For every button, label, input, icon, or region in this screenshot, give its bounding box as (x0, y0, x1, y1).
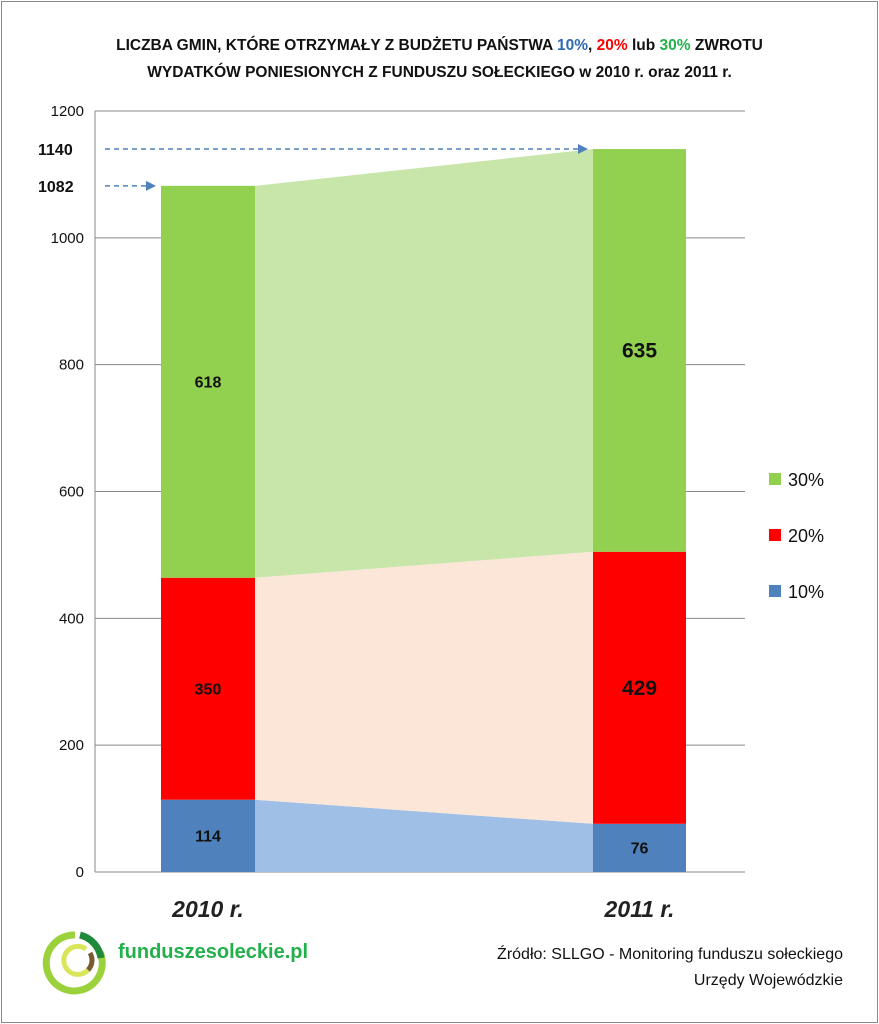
title-part: LICZBA GMIN, KTÓRE OTRZYMAŁY Z BUDŻETU P… (116, 37, 557, 54)
total-label: 1082 (38, 179, 74, 196)
band-10% (255, 799, 593, 872)
bar-2011 r.-20% (593, 551, 686, 824)
bar-2010 r.-20% (161, 577, 255, 800)
legend-swatch (769, 473, 781, 485)
data-label: 114 (195, 828, 221, 845)
bar-2011 r.-30% (593, 149, 686, 552)
title-part: 30% (659, 37, 691, 54)
legend-label: 10% (788, 582, 824, 602)
legend-label: 20% (788, 526, 824, 546)
arrowhead-icon (578, 144, 588, 155)
y-tick-label: 200 (59, 737, 84, 754)
data-label: 635 (622, 340, 657, 363)
bar-2010 r.-10% (161, 799, 255, 872)
bar-2010 r.-30% (161, 185, 255, 578)
legend-swatch (769, 529, 781, 541)
y-tick-label: 1000 (51, 230, 84, 247)
source-line1: Źródło: SLLGO - Monitoring funduszu sołe… (497, 946, 843, 963)
data-label: 76 (631, 841, 649, 858)
total-label: 1140 (38, 142, 73, 159)
legend-label: 30% (788, 470, 824, 490)
data-label: 618 (195, 374, 222, 391)
bar-2011 r.-10% (593, 823, 686, 872)
title-part: lub (627, 37, 660, 54)
y-tick-label: 600 (59, 484, 84, 501)
title-part: 20% (596, 37, 628, 54)
chart-title-line1: LICZBA GMIN, KTÓRE OTRZYMAŁY Z BUDŻETU P… (0, 37, 879, 55)
source-line2: Urzędy Wojewódzkie (693, 972, 843, 989)
data-label: 350 (195, 681, 222, 698)
legend-swatch (769, 585, 781, 597)
data-label: 429 (622, 677, 657, 700)
arrowhead-icon (146, 180, 156, 191)
y-tick-label: 400 (59, 610, 84, 627)
band-30% (255, 149, 593, 578)
logo-text: funduszesoleckie.pl (118, 941, 309, 963)
x-category-label: 2011 r. (604, 896, 675, 922)
chart-title-line2: WYDATKÓW PONIESIONYCH Z FUNDUSZU SOŁECKI… (147, 64, 732, 81)
title-part: ZWROTU (690, 37, 763, 54)
y-tick-label: 1200 (51, 103, 84, 120)
title-part: 10% (556, 37, 589, 54)
title-part: , (588, 37, 597, 54)
y-tick-label: 800 (59, 357, 84, 374)
y-tick-label: 0 (76, 864, 84, 881)
x-category-label: 2010 r. (171, 896, 244, 922)
band-20% (255, 551, 593, 824)
